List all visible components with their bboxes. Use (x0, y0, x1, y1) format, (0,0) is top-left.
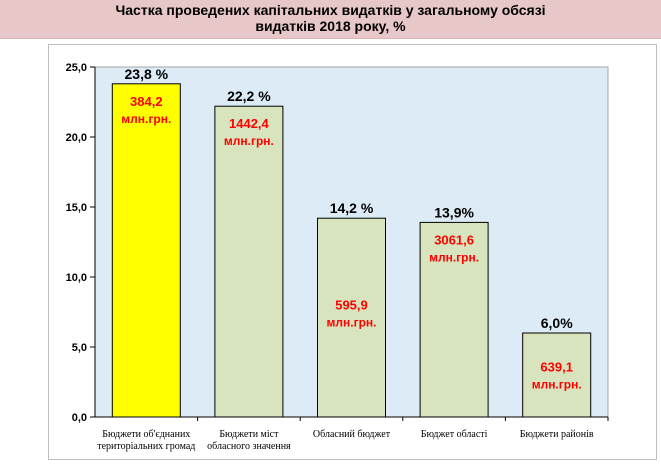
value-label-1: 23,8 % (125, 66, 169, 82)
chart-title-line2: видатків 2018 року, % (255, 18, 406, 34)
y-tick-label: 15,0 (66, 202, 87, 214)
value-label-4: 13,9% (434, 204, 474, 220)
category-label-1: територіальних громад (97, 441, 195, 452)
title-band: Частка проведених капітальних видатків у… (0, 0, 661, 39)
y-tick-label: 5,0 (72, 342, 87, 354)
amount-unit-label-4: млн.грн. (429, 250, 479, 264)
amount-unit-label-5: млн.грн. (532, 378, 582, 392)
value-label-5: 6,0% (541, 315, 573, 331)
bar-5 (522, 332, 592, 418)
amount-label-2: 1442,4 (229, 116, 270, 131)
amount-unit-label-2: млн.грн. (224, 134, 274, 148)
y-tick-label: 25,0 (66, 62, 87, 74)
category-label-3: Обласний бюджет (313, 429, 391, 440)
amount-label-1: 384,2 (130, 94, 163, 109)
y-tick-label: 20,0 (66, 132, 87, 144)
value-label-2: 22,2 % (227, 88, 271, 104)
amount-unit-label-1: млн.грн. (121, 112, 171, 126)
y-tick-label: 10,0 (66, 272, 87, 284)
category-label-5: Бюджети районів (520, 429, 594, 440)
category-label-1: Бюджети об'єднаних (102, 429, 190, 440)
bar-1 (111, 83, 181, 418)
bar-4 (419, 221, 489, 418)
category-label-4: Бюджет області (421, 429, 488, 440)
category-label-2: обласного значення (207, 441, 291, 452)
value-label-3: 14,2 % (330, 200, 374, 216)
amount-label-4: 3061,6 (434, 232, 474, 247)
chart-title-line1: Частка проведених капітальних видатків у… (115, 2, 546, 18)
y-tick-label: 0,0 (72, 412, 87, 424)
amount-unit-label-3: млн.грн. (327, 316, 377, 330)
bar-3 (317, 217, 386, 418)
bar-2 (214, 105, 284, 418)
amount-label-5: 639,1 (540, 360, 573, 375)
amount-label-3: 595,9 (335, 298, 368, 313)
category-label-2: Бюджети міст (219, 429, 279, 440)
